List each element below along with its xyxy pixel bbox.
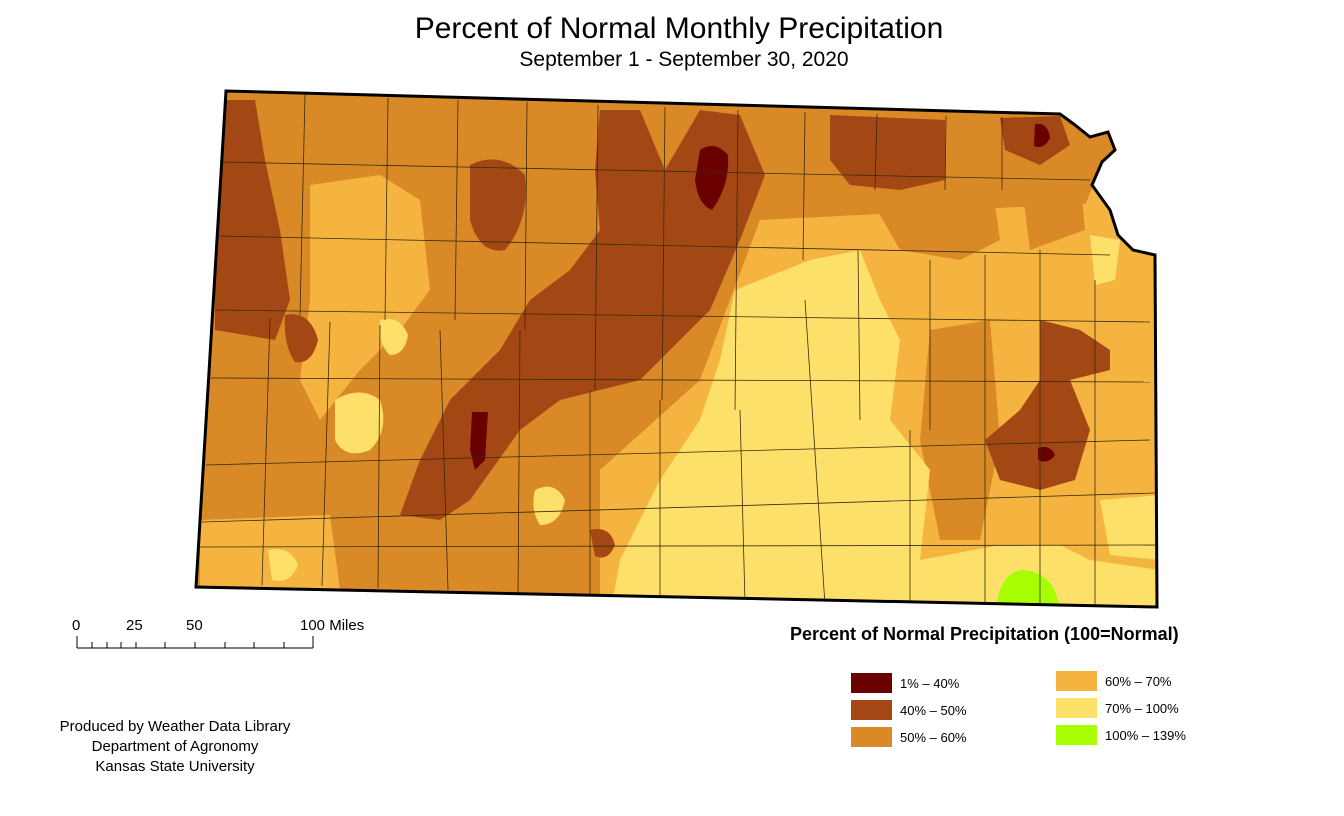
legend-item-70-100: 70% – 100% <box>1056 698 1179 718</box>
legend-swatch <box>1056 671 1097 691</box>
legend-label: 50% – 60% <box>900 729 967 745</box>
zone-70-100-spot <box>533 486 565 525</box>
zone-100-139-southeast <box>996 570 1058 607</box>
zone-40-50-east <box>985 320 1110 490</box>
zone-50-60-east-band <box>920 320 1000 540</box>
legend-swatch <box>851 700 892 720</box>
zone-70-100-south-central <box>610 250 1157 607</box>
zone-1-40-north <box>695 146 729 210</box>
legend-label: 100% – 139% <box>1105 727 1186 743</box>
legend-swatch <box>851 673 892 693</box>
county-boundaries <box>197 94 1156 607</box>
scale-label-100-miles: 100 Miles <box>300 617 365 634</box>
legend-item-1-40: 1% – 40% <box>851 673 959 693</box>
legend-label: 60% – 70% <box>1105 673 1172 689</box>
zone-70-100-se-spot <box>1100 495 1157 560</box>
zone-70-100-small-spot <box>379 319 408 355</box>
zone-1-40-central <box>470 412 488 470</box>
zone-40-50-north-spot <box>470 159 526 251</box>
zone-40-50-northwest <box>215 100 290 340</box>
legend-label: 40% – 50% <box>900 702 967 718</box>
kansas-state-outline <box>194 89 1159 609</box>
legend-item-100-139: 100% – 139% <box>1056 725 1186 745</box>
zone-50-60-ne-corner <box>1020 170 1085 250</box>
precipitation-zones <box>196 91 1157 607</box>
map-subtitle: September 1 - September 30, 2020 <box>519 48 849 71</box>
zone-60-70-west <box>300 175 430 420</box>
credit-line-producer: Produced by Weather Data Library <box>59 718 291 735</box>
legend-label: 70% – 100% <box>1105 700 1179 716</box>
zone-1-40-northeast <box>1034 123 1050 147</box>
legend-item-40-50: 40% – 50% <box>851 700 967 720</box>
legend-swatch <box>851 727 892 747</box>
zone-70-100-sw-spot <box>268 549 298 581</box>
scale-label-0: 0 <box>72 617 81 634</box>
zone-1-40-east <box>1038 446 1055 462</box>
credit-block: Produced by Weather Data Library Departm… <box>20 717 330 777</box>
credit-line-department: Department of Agronomy <box>91 738 259 755</box>
legend-item-60-70: 60% – 70% <box>1056 671 1172 691</box>
scale-label-25: 25 <box>126 617 143 634</box>
legend-swatch <box>1056 698 1097 718</box>
scale-bar <box>76 636 314 649</box>
legend-title: Percent of Normal Precipitation (100=Nor… <box>790 624 1179 644</box>
zone-40-50-north-central <box>830 115 945 190</box>
zone-40-50-south-spot <box>590 529 615 558</box>
legend-swatch <box>1056 725 1097 745</box>
zone-40-50-west-spot <box>284 314 318 363</box>
scale-label-50: 50 <box>186 617 203 634</box>
map-title: Percent of Normal Monthly Precipitation <box>414 12 944 45</box>
legend-item-50-60: 50% – 60% <box>851 727 967 747</box>
zone-70-100-west-spot <box>335 392 384 454</box>
zone-50-60-northeast <box>860 170 1000 260</box>
zone-70-100-ne-spot <box>1090 235 1120 285</box>
credit-line-university: Kansas State University <box>95 758 255 775</box>
legend-label: 1% – 40% <box>900 675 960 691</box>
